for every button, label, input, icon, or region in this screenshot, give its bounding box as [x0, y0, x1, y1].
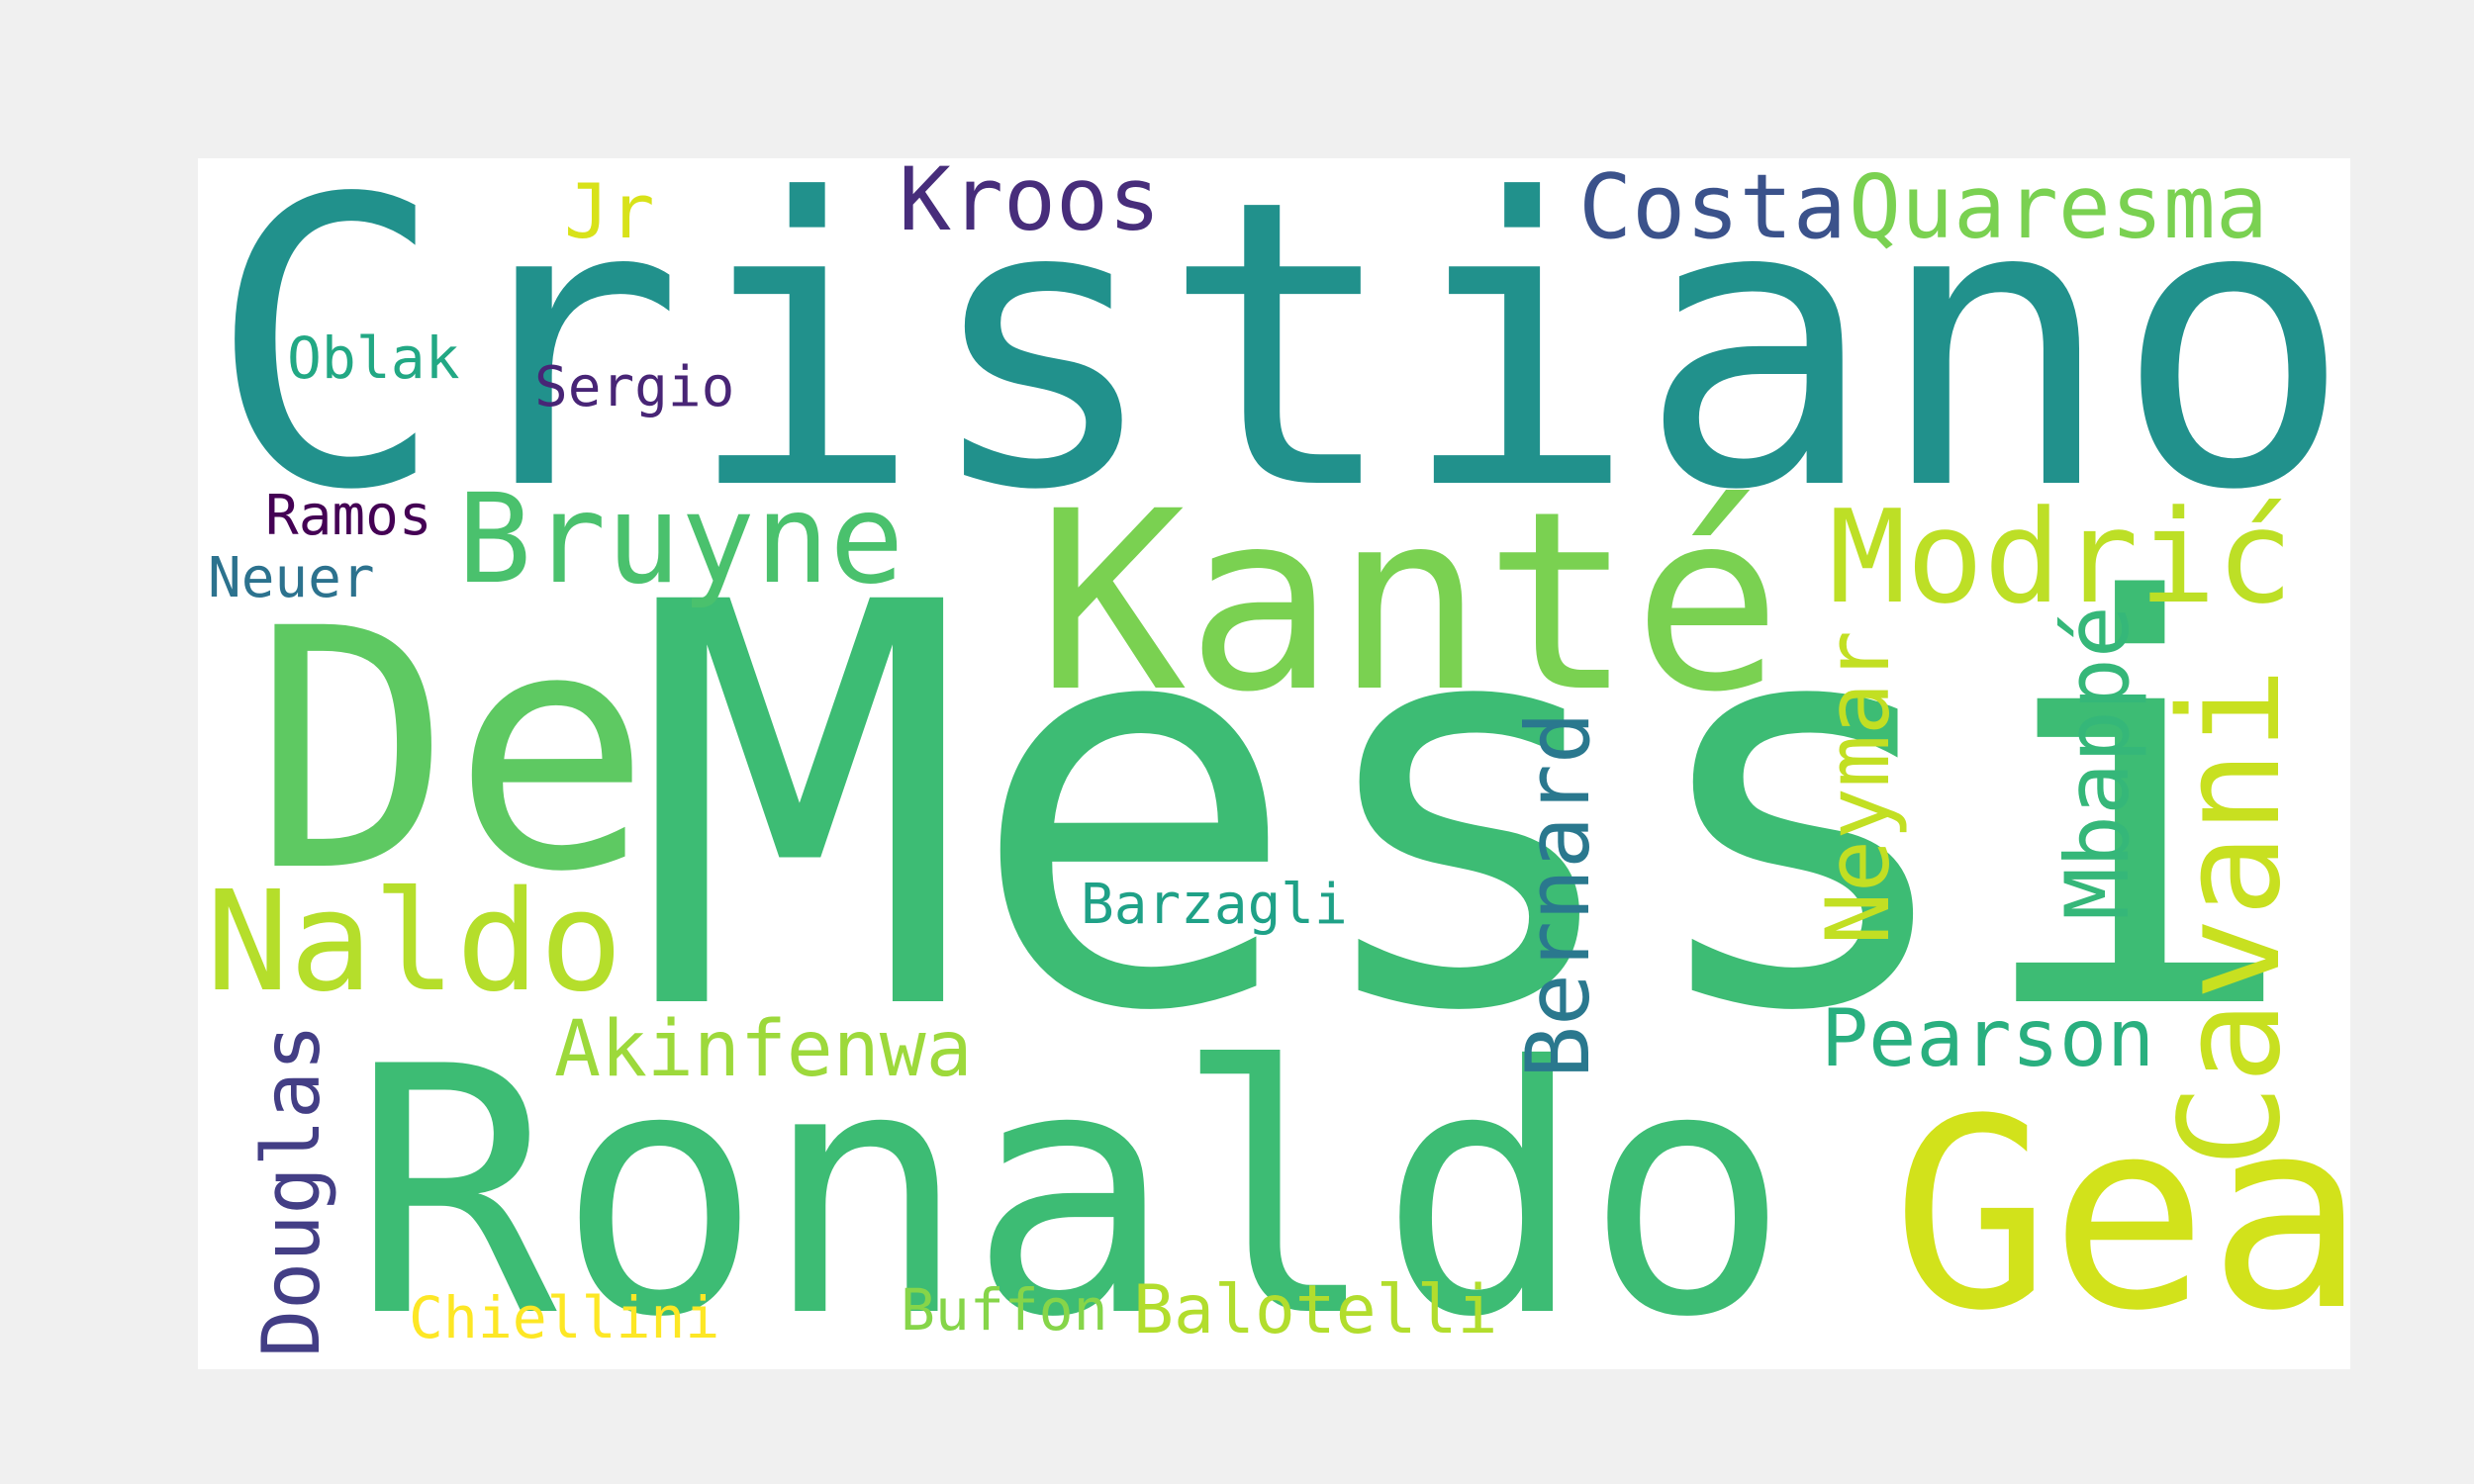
word-cristiano: Cristiano	[208, 158, 2350, 577]
word-pearson: Pearson	[1821, 992, 2154, 1084]
word-quaresma: Quaresma	[1849, 158, 2268, 258]
word-ramos: Ramos	[265, 484, 432, 548]
word-messi: Messi	[633, 488, 2302, 1133]
word-costa: Costa	[1578, 158, 1847, 259]
word-oblak: Oblak	[287, 325, 460, 392]
word-gea: Gea	[1892, 1064, 2350, 1368]
word-mbappe: Mbappé	[2046, 605, 2148, 920]
word-ronaldo: Ronaldo	[351, 995, 1790, 1369]
word-bernard: Bernard	[1507, 711, 1609, 1078]
word-jr: Jr	[564, 167, 655, 255]
word-kante: Kanté	[1037, 458, 1782, 746]
word-akinfenwa: Akinfenwa	[554, 1005, 973, 1094]
word-neuer: Neuer	[208, 546, 375, 610]
word-kroos: Kroos	[899, 158, 1161, 250]
word-naldo: Naldo	[206, 862, 622, 1023]
word-cavani: Cavani	[2150, 667, 2312, 1167]
word-modric: Modrić	[1829, 482, 2294, 632]
word-cloud-canvas: Cristiano Messi Ronaldo De Kanté Gea Nal…	[206, 158, 2350, 1369]
word-de: De	[252, 559, 651, 945]
word-cloud: Cristiano Messi Ronaldo De Kanté Gea Nal…	[198, 158, 2350, 1369]
word-douglas: Douglas	[245, 1024, 337, 1357]
word-barzagli: Barzagli	[1081, 873, 1348, 937]
word-bruyne: Bruyne	[457, 468, 904, 611]
word-chiellini: Chiellini	[409, 1284, 719, 1351]
word-sergio: Sergio	[534, 355, 734, 419]
word-buffon: Buffon	[901, 1276, 1108, 1344]
word-neymar: Neymar	[1807, 630, 1909, 945]
word-balotelli: Balotelli	[1133, 1271, 1497, 1349]
